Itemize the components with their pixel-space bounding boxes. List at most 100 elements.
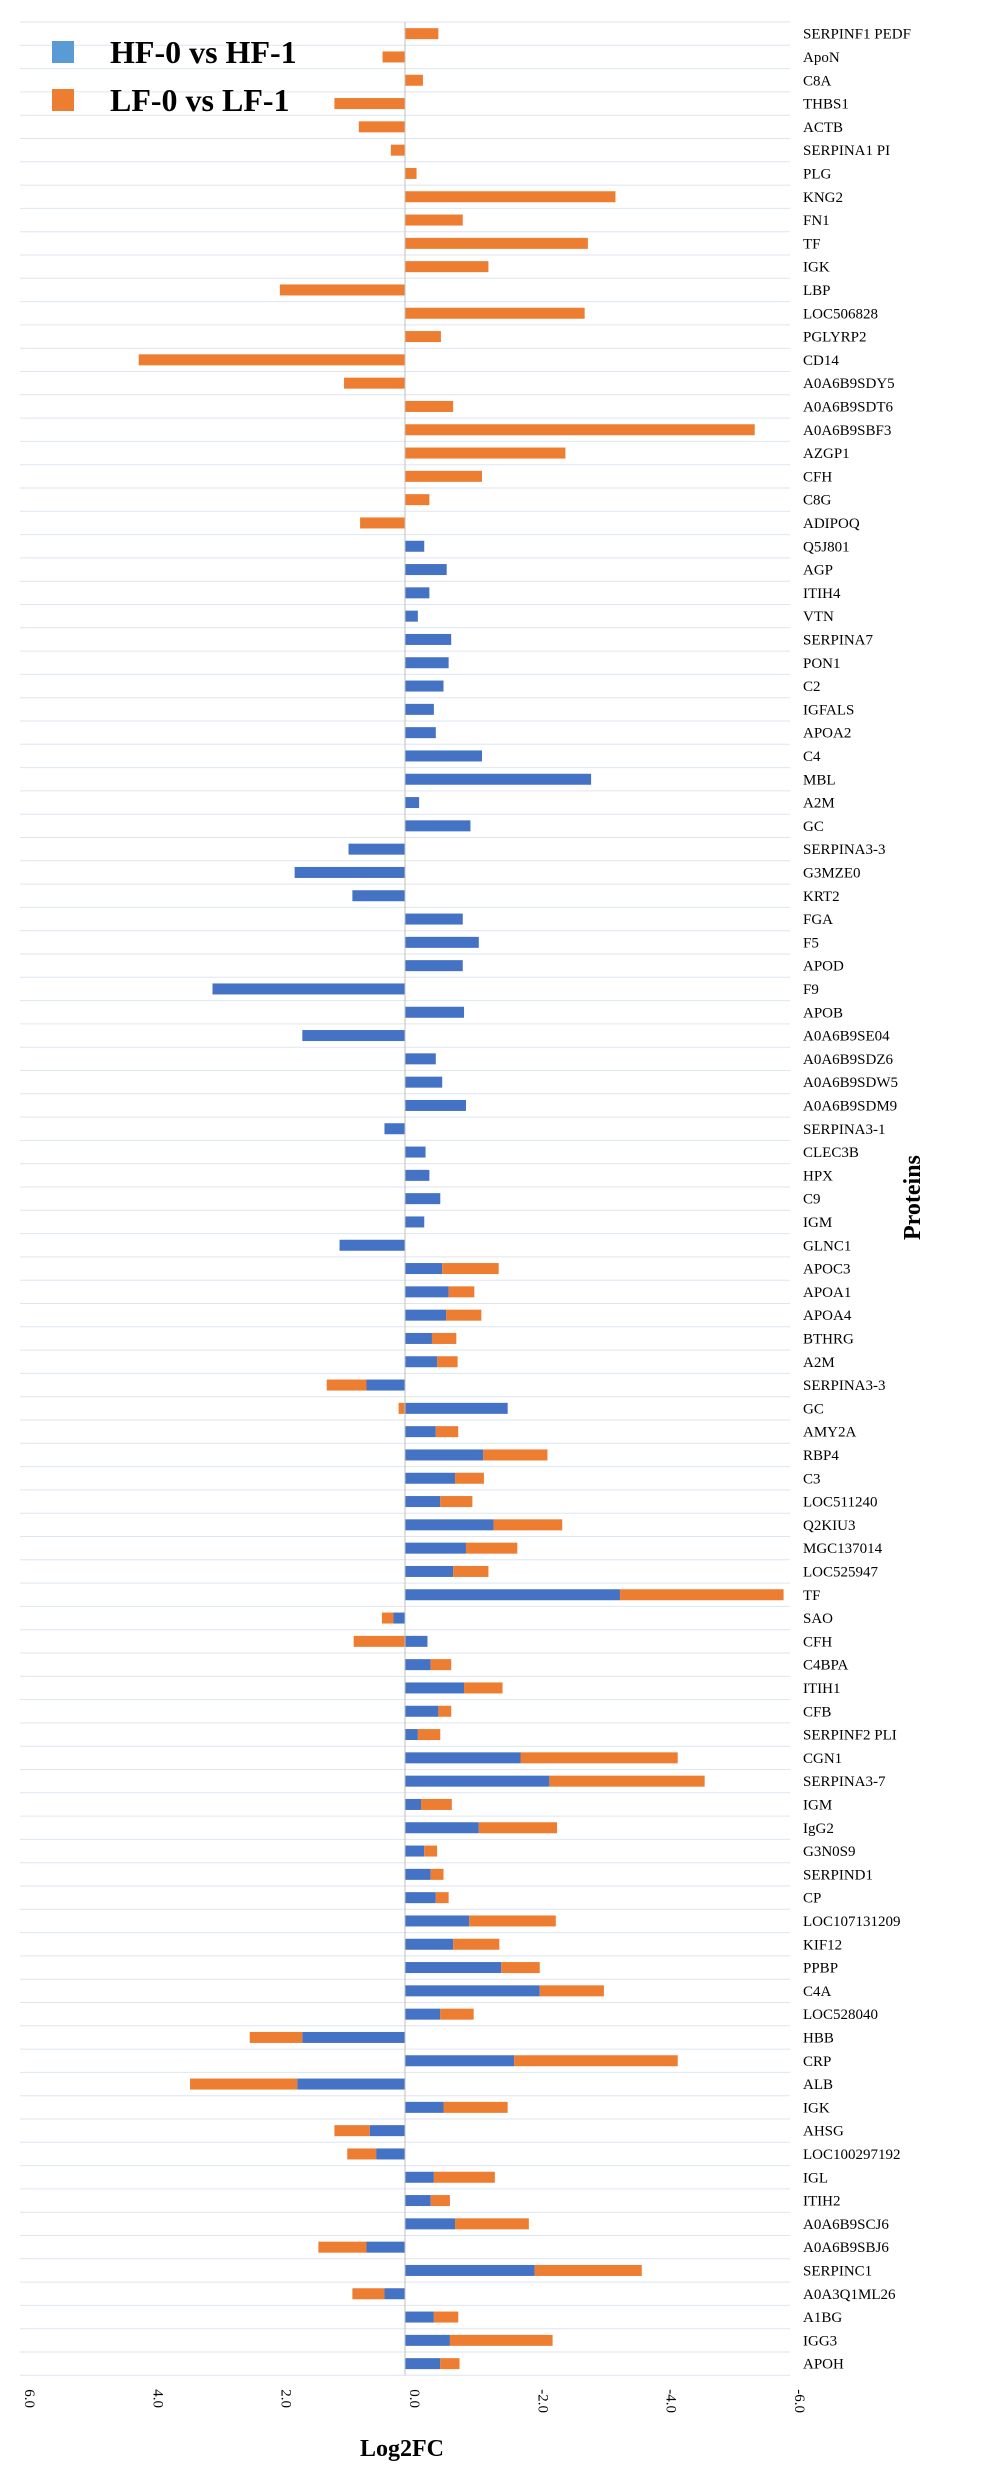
category-label: Q2KIU3 — [803, 1518, 856, 1534]
category-label: SERPINF2 PLI — [803, 1728, 897, 1744]
bar-hf — [302, 2031, 405, 2043]
category-label: FGA — [803, 912, 833, 928]
bar-hf — [348, 843, 405, 855]
bar-hf — [405, 1169, 430, 1181]
category-label: C4A — [803, 1984, 832, 2000]
category-label: PGLYRP2 — [803, 330, 867, 346]
category-label: TF — [803, 1588, 821, 1604]
bar-lf — [431, 1332, 457, 1344]
category-label: APOA2 — [803, 726, 851, 742]
bar-hf — [405, 1705, 439, 1717]
category-label: IGM — [803, 1797, 832, 1813]
category-label: IGL — [803, 2170, 828, 2186]
hf-series-bars — [212, 540, 620, 2370]
bar-lf — [435, 1892, 449, 1904]
category-label: KNG2 — [803, 190, 843, 206]
bar-hf — [369, 2125, 405, 2137]
category-label: A0A6B9SBF3 — [803, 423, 891, 439]
bar-lf — [358, 121, 405, 133]
category-label: LOC528040 — [803, 2007, 878, 2023]
bar-hf — [405, 680, 444, 692]
bar-hf — [212, 983, 405, 995]
category-label: HBB — [803, 2030, 834, 2046]
bar-lf — [334, 98, 405, 110]
bar-hf — [405, 1356, 438, 1368]
bar-hf — [405, 2218, 456, 2230]
bar-hf — [405, 1752, 521, 1764]
legend-swatch-hf — [52, 41, 74, 63]
bar-lf — [440, 1496, 473, 1508]
legend-label-hf: HF-0 vs HF-1 — [110, 33, 297, 70]
bar-lf — [334, 2125, 370, 2137]
category-label: HPX — [803, 1168, 833, 1184]
bar-hf — [297, 2078, 405, 2090]
x-axis-ticks: 6.0 4.0 2.0 0.0 -2.0 -4.0 -6.0 — [21, 2389, 807, 2413]
bar-lf — [326, 1379, 367, 1391]
bar-hf — [405, 1472, 456, 1484]
category-label: F5 — [803, 935, 819, 951]
category-label: F9 — [803, 982, 819, 998]
bar-hf — [405, 1099, 466, 1111]
bar-lf — [405, 237, 588, 249]
category-labels: SERPINF1 PEDF ApoN C8A THBS1 ACTB SERPINA1 PI… — [803, 27, 911, 2373]
bar-lf — [405, 331, 441, 343]
bar-hf — [405, 1193, 441, 1205]
bar-lf — [405, 167, 417, 179]
bar-lf — [493, 1519, 563, 1531]
bar-hf — [405, 1053, 436, 1065]
bar-lf — [514, 2055, 678, 2067]
category-label: A0A6B9SCJ6 — [803, 2217, 889, 2233]
bar-hf — [405, 797, 420, 809]
x-tick-label: -6.0 — [791, 2389, 807, 2413]
legend-item-hf: HF-0 vs HF-1 — [52, 28, 297, 76]
category-label: IgG2 — [803, 1821, 834, 1837]
bar-lf — [478, 1822, 558, 1834]
category-label: SERPINA1 PI — [803, 143, 890, 159]
category-label: AZGP1 — [803, 446, 850, 462]
category-label: SAO — [803, 1611, 833, 1627]
category-label: TF — [803, 236, 821, 252]
bar-hf — [405, 1962, 502, 1974]
category-label: CD14 — [803, 353, 839, 369]
category-label: LOC107131209 — [803, 1914, 901, 1930]
bar-lf — [344, 377, 405, 389]
x-tick-label: -2.0 — [534, 2389, 550, 2413]
category-label: Q5J801 — [803, 539, 850, 555]
category-label: BTHRG — [803, 1331, 854, 1347]
bar-lf — [398, 1402, 405, 1414]
bar-hf — [405, 1076, 443, 1088]
category-label: ITIH4 — [803, 586, 841, 602]
bar-hf — [294, 866, 405, 878]
bar-hf — [405, 1892, 436, 1904]
category-label: ApoN — [803, 50, 840, 66]
category-label: G3N0S9 — [803, 1844, 856, 1860]
bar-hf — [405, 1496, 441, 1508]
category-label: A2M — [803, 1355, 835, 1371]
category-label: RBP4 — [803, 1448, 839, 1464]
category-label: CGN1 — [803, 1751, 842, 1767]
bar-hf — [352, 890, 405, 902]
bar-hf — [405, 1775, 550, 1787]
bar-lf — [381, 1612, 394, 1624]
bar-lf — [464, 1682, 503, 1694]
bar-hf — [405, 2195, 431, 2207]
bar-hf — [302, 1030, 405, 1042]
bar-lf — [417, 1729, 441, 1741]
category-label: APOD — [803, 959, 844, 975]
bar-lf — [449, 2334, 553, 2346]
bar-lf — [352, 2288, 385, 2300]
bar-lf — [382, 51, 405, 63]
category-label: KRT2 — [803, 889, 840, 905]
bar-hf — [405, 1938, 454, 1950]
bar-lf — [435, 1426, 459, 1438]
category-label: PLG — [803, 166, 832, 182]
category-label: GLNC1 — [803, 1238, 851, 1254]
category-label: CFH — [803, 1634, 832, 1650]
bar-hf — [405, 2008, 441, 2020]
category-label: CFH — [803, 469, 832, 485]
category-label: APOA1 — [803, 1285, 851, 1301]
bar-lf — [455, 1472, 484, 1484]
category-label: AGP — [803, 563, 833, 579]
category-label: FN1 — [803, 213, 830, 229]
bar-hf — [384, 2288, 405, 2300]
